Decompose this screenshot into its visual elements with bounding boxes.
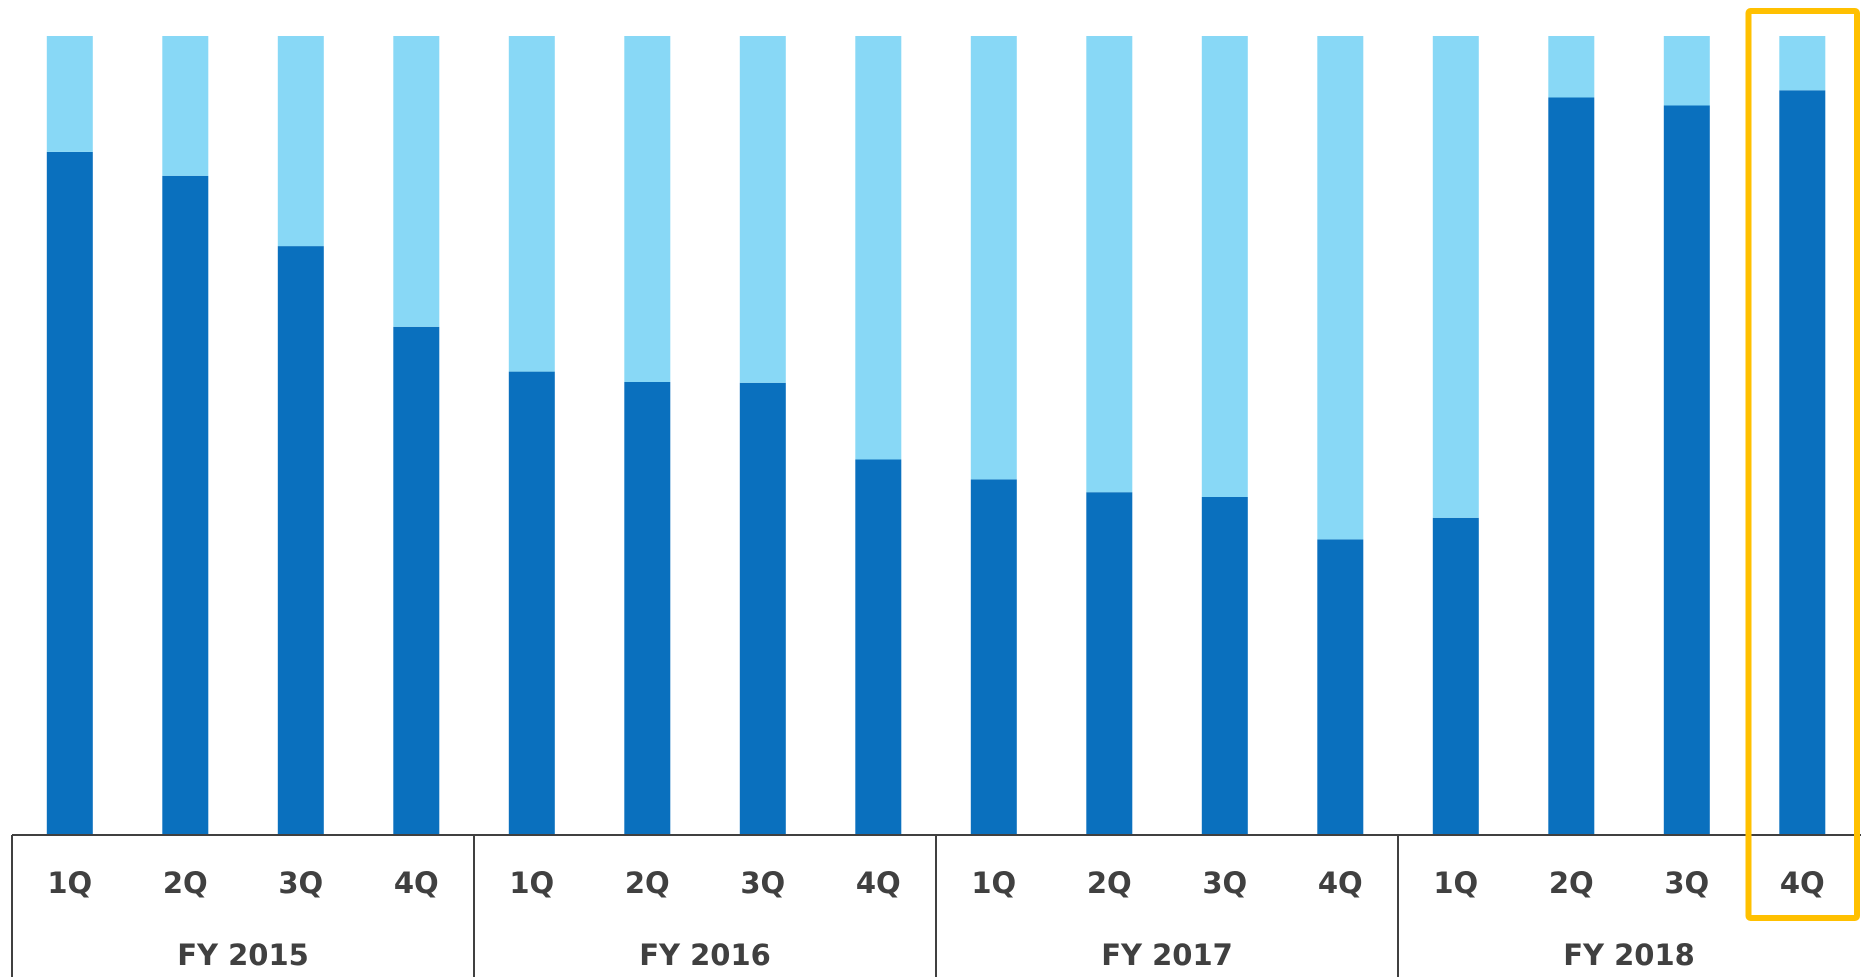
bar-upper-11 [1201,36,1248,497]
quarter-label-12: 4Q [1318,866,1363,900]
bar-lower-5 [508,371,555,835]
bar-lower-3 [277,246,324,836]
bar-upper-7 [739,36,786,383]
highlight-group [1745,8,1860,921]
bar-upper-2 [162,36,209,176]
highlight-box [1745,8,1860,921]
quarter-label-16: 4Q [1780,866,1825,900]
quarter-label-15: 3Q [1664,866,1709,900]
quarter-label-8: 4Q [856,866,901,900]
bar-upper-14 [1548,36,1595,98]
bar-lower-6 [624,382,671,835]
fiscal-year-label-2: FY 2016 [639,938,771,972]
bar-upper-15 [1663,36,1710,106]
quarter-label-11: 3Q [1202,866,1247,900]
bar-upper-10 [1086,36,1133,493]
bar-upper-5 [508,36,555,372]
bar-lower-9 [970,479,1017,835]
bar-lower-2 [162,175,209,836]
bar-upper-12 [1317,36,1364,540]
bar-upper-9 [970,36,1017,480]
category-axis [11,834,1861,977]
fiscal-year-label-4: FY 2018 [1563,938,1695,972]
bar-lower-10 [1086,492,1133,835]
quarter-label-4: 4Q [394,866,439,900]
quarter-label-9: 1Q [971,866,1016,900]
bar-upper-16 [1779,36,1826,91]
quarter-label-3: 3Q [278,866,323,900]
quarter-label-1: 1Q [47,866,92,900]
bar-lower-4 [393,326,440,835]
bar-lower-1 [46,151,93,835]
quarter-label-5: 1Q [509,866,554,900]
bar-lower-15 [1663,105,1710,835]
bar-upper-1 [46,36,93,152]
bar-upper-6 [624,36,671,382]
quarter-label-7: 3Q [740,866,785,900]
bar-lower-11 [1201,497,1248,835]
bars-group [46,36,1826,836]
quarter-label-2: 2Q [163,866,208,900]
bar-lower-13 [1432,517,1479,835]
bar-upper-13 [1432,36,1479,518]
axis-labels: 1Q 2Q 3Q 4Q 1Q 2Q 3Q 4Q 1Q 2Q 3Q 4Q 1Q 2Q 3Q 4Q FY 2015 F… [47,866,1824,972]
quarter-label-10: 2Q [1087,866,1132,900]
bar-lower-8 [855,459,902,835]
bar-upper-3 [277,36,324,247]
bar-lower-7 [739,382,786,835]
fiscal-year-label-3: FY 2017 [1101,938,1233,972]
bar-lower-16 [1779,90,1826,836]
quarter-label-14: 2Q [1549,866,1594,900]
bar-upper-8 [855,36,902,460]
quarter-label-13: 1Q [1433,866,1478,900]
bar-lower-12 [1317,539,1364,835]
quarter-label-6: 2Q [625,866,670,900]
bar-upper-4 [393,36,440,327]
bar-lower-14 [1548,97,1595,835]
fiscal-year-label-1: FY 2015 [177,938,309,972]
